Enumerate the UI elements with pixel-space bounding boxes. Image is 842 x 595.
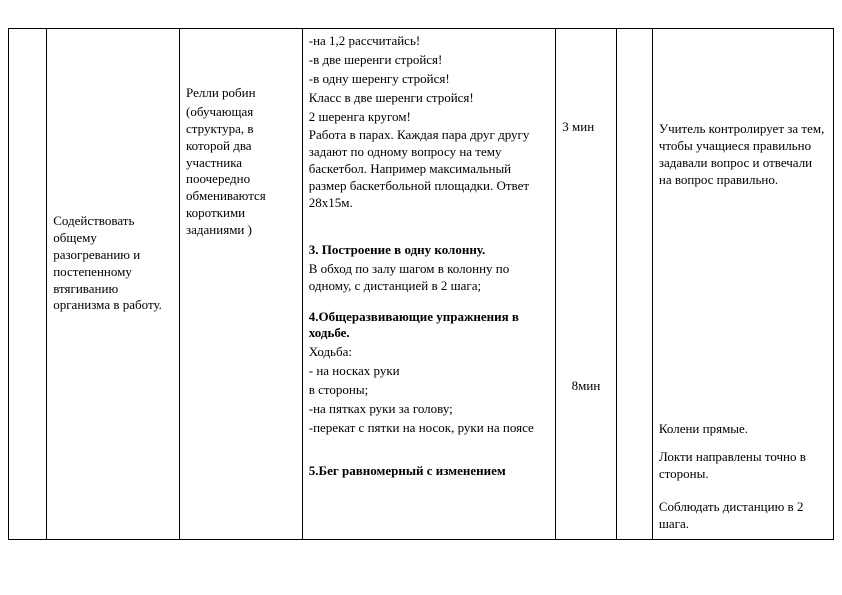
method-desc: (обучающая структура, в которой два учас… <box>186 104 296 239</box>
time-value: 8мин <box>562 378 609 395</box>
content-line: -на пятках руки за голову; <box>309 401 550 418</box>
content-line: - на носках руки <box>309 363 550 380</box>
note-text: Локти направлены точно в стороны. <box>659 449 827 483</box>
content-line: -перекат с пятки на носок, руки на поясе <box>309 420 550 437</box>
cell-objective: Содействовать общему разогреванию и пост… <box>47 29 180 540</box>
cell-time: 3 мин 8мин <box>556 29 616 540</box>
content-line: -на 1,2 рассчитайсь! <box>309 33 550 50</box>
table-row: Содействовать общему разогреванию и пост… <box>9 29 834 540</box>
content-line: -в одну шеренгу стройся! <box>309 71 550 88</box>
lesson-plan-table: Содействовать общему разогреванию и пост… <box>8 28 834 540</box>
time-value: 3 мин <box>562 119 609 136</box>
content-line: в стороны; <box>309 382 550 399</box>
content-line: -в две шеренги стройся! <box>309 52 550 69</box>
content-subtitle: 4.Общеразвивающие упражнения в ходьбе. <box>309 309 519 341</box>
content-line: В обход по залу шагом в колонну по одном… <box>309 261 550 295</box>
content-line: Работа в парах. Каждая пара друг другу з… <box>309 127 550 211</box>
content-line: Класс в две шеренги стройся! <box>309 90 550 107</box>
cell-notes: Учитель контролирует за тем, чтобы учащи… <box>652 29 833 540</box>
content-subtitle: 5.Бег равномерный с изменением <box>309 463 506 478</box>
note-text: Колени прямые. <box>659 421 827 438</box>
document-page: Содействовать общему разогреванию и пост… <box>0 0 842 595</box>
content-line: 2 шеренга кругом! <box>309 109 550 126</box>
objective-text: Содействовать общему разогреванию и пост… <box>53 213 173 314</box>
cell-method: Релли робин (обучающая структура, в кото… <box>180 29 303 540</box>
content-line: Ходьба: <box>309 344 550 361</box>
cell-col0 <box>9 29 47 540</box>
cell-content: -на 1,2 рассчитайсь! -в две шеренги стро… <box>302 29 556 540</box>
content-subtitle: 3. Построение в одну колонну. <box>309 242 486 257</box>
method-title: Релли робин <box>186 85 296 102</box>
note-text: Соблюдать дистанцию в 2 шага. <box>659 499 827 533</box>
cell-col5 <box>616 29 652 540</box>
note-text: Учитель контролирует за тем, чтобы учащи… <box>659 121 827 189</box>
